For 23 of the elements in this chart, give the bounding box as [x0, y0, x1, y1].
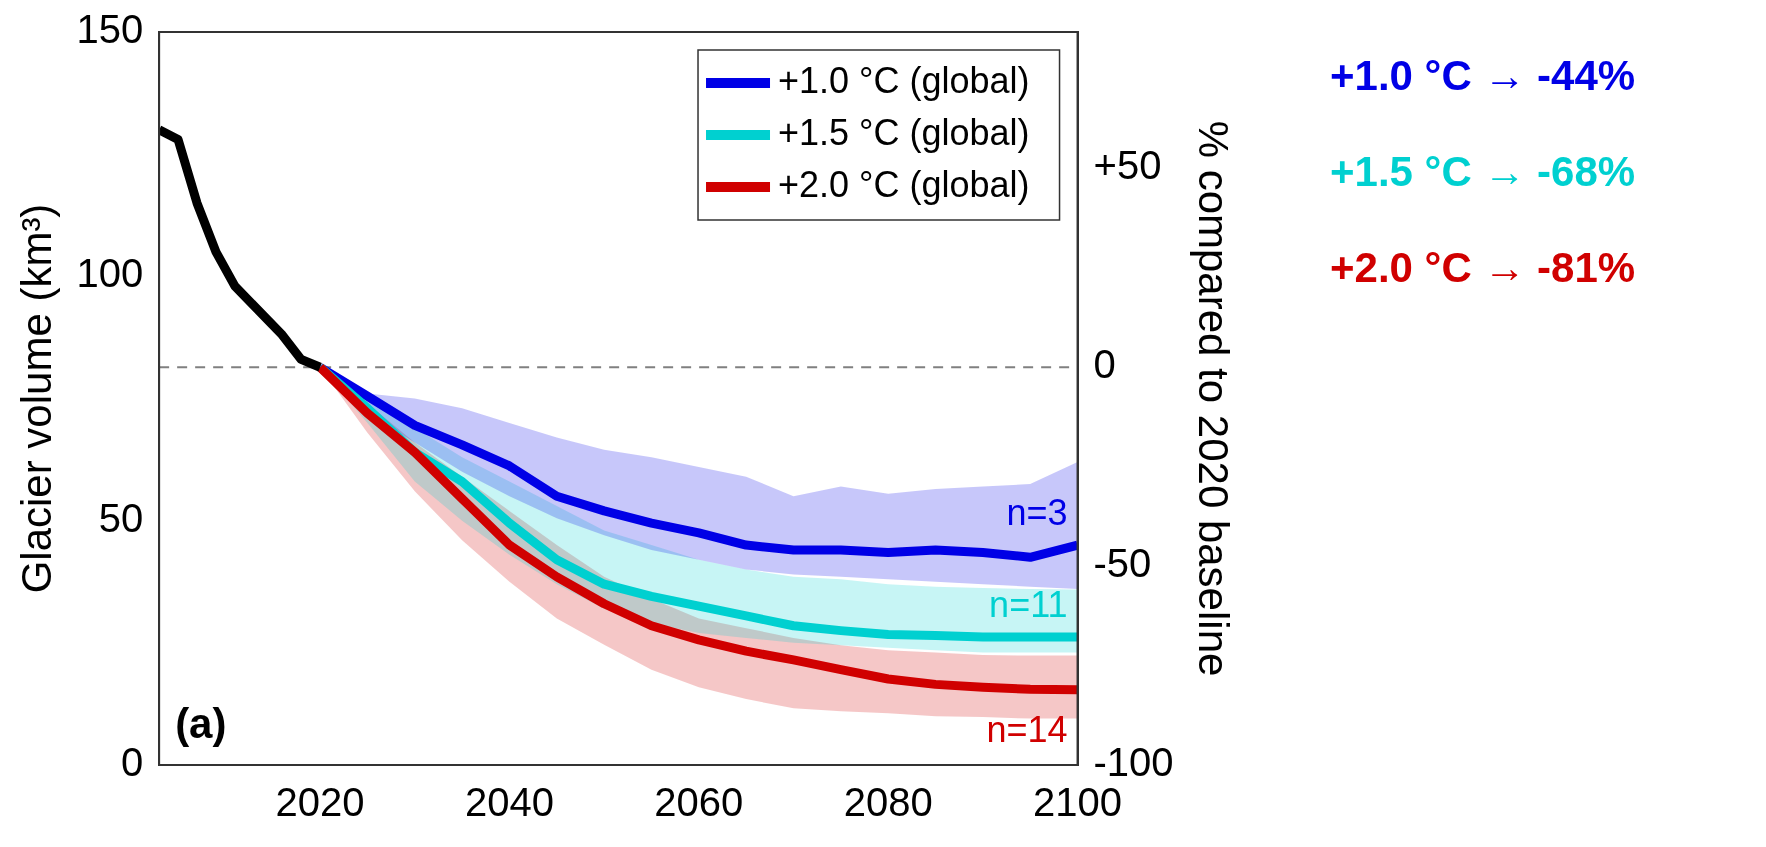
legend-label: +2.0 °C (global)	[778, 163, 1030, 205]
text: +2.0 °C → -81%	[1330, 243, 1636, 293]
x-tick-label: 2080	[843, 780, 933, 825]
annotation: n=14	[986, 708, 1068, 750]
y2-axis-title: % compared to 2020 baseline	[1190, 120, 1238, 677]
annotation: n=11	[989, 583, 1068, 625]
text: +1.5 °C → -68%	[1330, 147, 1636, 197]
y-axis-title: Glacier volume (km³)	[12, 203, 60, 594]
legend-label: +1.0 °C (global)	[778, 59, 1030, 101]
y2-tick-label: 0	[1093, 342, 1116, 387]
annotation: n=3	[1006, 492, 1068, 534]
text: +1.0 °C → -44%	[1330, 51, 1636, 101]
y-tick-label: 50	[98, 495, 144, 540]
y2-tick-label: -50	[1093, 541, 1152, 586]
y2-tick-label: +50	[1093, 143, 1162, 188]
y-tick-label: 150	[76, 7, 144, 52]
y-tick-label: 100	[76, 251, 144, 296]
x-tick-label: 2060	[654, 780, 744, 825]
x-tick-label: 2040	[464, 780, 554, 825]
x-tick-label: 2020	[275, 780, 365, 825]
annotation: (a)	[175, 699, 227, 747]
y-tick-label: 0	[120, 740, 144, 785]
legend-label: +1.5 °C (global)	[778, 111, 1030, 153]
